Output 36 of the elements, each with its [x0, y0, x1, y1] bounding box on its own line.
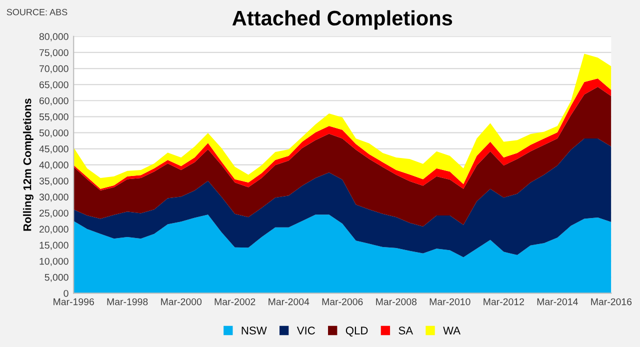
x-tick-label: Mar-2012 [484, 298, 524, 306]
y-tick-label: 35,000 [39, 178, 68, 186]
chart-title: Attached Completions [232, 10, 452, 30]
y-axis-title: Rolling 12m Completions [23, 98, 34, 231]
x-tick-label: Mar-2014 [537, 298, 578, 306]
y-tick-label: 15,000 [40, 242, 68, 250]
y-tick-label: 20,000 [39, 226, 68, 234]
x-tick-label: Mar-2004 [268, 298, 310, 306]
y-tick-label: 45,000 [39, 146, 68, 154]
legend-label: QLD [346, 326, 368, 336]
y-tick-label: 75,000 [40, 49, 68, 58]
y-tick-label: 10,000 [40, 258, 68, 266]
y-tick-label: 30,000 [39, 194, 68, 202]
y-tick-label: 50,000 [39, 129, 68, 138]
x-tick-label: Mar-2016 [591, 298, 632, 306]
y-tick-label: 0 [64, 290, 68, 297]
x-tick-label: Mar-2000 [161, 298, 202, 306]
x-tick-label: Mar-2008 [376, 298, 417, 306]
y-tick-label: 65,000 [40, 81, 68, 90]
legend-label: NSW [242, 326, 267, 334]
y-tick-label: 70,000 [40, 65, 68, 74]
legend-label: SA [398, 326, 414, 334]
y-tick-label: 5,000 [44, 274, 68, 282]
y-tick-label: 40,000 [39, 162, 68, 170]
x-tick-label: Mar-1996 [54, 298, 94, 306]
legend-label: VIC [296, 326, 315, 334]
source-note: SOURCE: ABS [6, 8, 68, 16]
x-tick-label: Mar-2006 [322, 298, 363, 306]
x-tick-label: Mar-1998 [107, 298, 148, 306]
y-tick-label: 55,000 [39, 113, 68, 122]
y-tick-label: 80,000 [39, 33, 68, 42]
x-tick-label: Mar-2010 [430, 298, 470, 306]
x-tick-label: Mar-2002 [214, 298, 256, 306]
y-tick-label: 25,000 [39, 210, 68, 218]
legend-label: WA [443, 326, 461, 334]
y-tick-label: 60,000 [40, 97, 68, 106]
